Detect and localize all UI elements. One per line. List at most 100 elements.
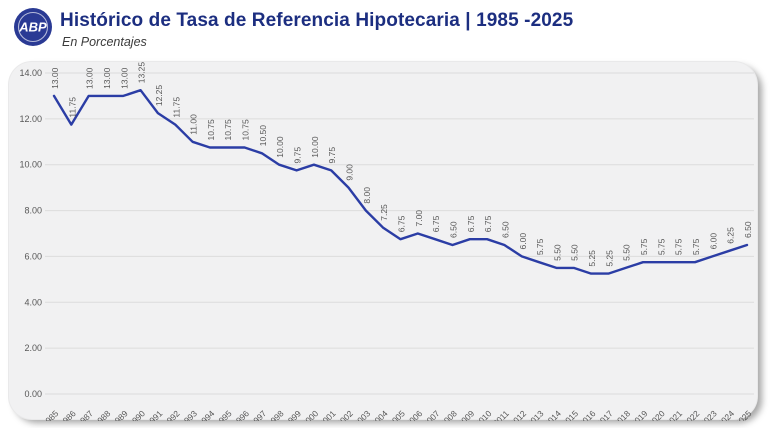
x-tick-label: 1993 — [179, 408, 200, 421]
data-label: 8.00 — [362, 187, 372, 204]
x-tick-label: 2004 — [369, 408, 390, 421]
data-label: 10.00 — [275, 136, 285, 158]
data-label: 5.75 — [639, 238, 649, 255]
x-tick-label: 2017 — [594, 408, 615, 421]
data-label: 10.50 — [258, 125, 268, 147]
x-tick-label: 2015 — [560, 408, 581, 421]
x-tick-label: 2019 — [629, 408, 650, 421]
x-tick-label: 1986 — [57, 408, 78, 421]
x-tick-label: 2003 — [352, 408, 373, 421]
data-label: 10.00 — [310, 136, 320, 158]
x-tick-label: 1987 — [75, 408, 96, 421]
x-tick-label: 2012 — [508, 408, 529, 421]
x-tick-label: 1989 — [109, 408, 130, 421]
x-tick-label: 1991 — [144, 408, 165, 421]
data-label: 13.00 — [102, 67, 112, 89]
data-label: 6.75 — [431, 215, 441, 232]
x-tick-label: 2020 — [646, 408, 667, 421]
data-label: 5.50 — [552, 244, 562, 261]
data-label: 6.25 — [726, 227, 736, 244]
rate-line — [52, 89, 749, 275]
x-tick-label: 1997 — [248, 408, 269, 421]
data-label: 5.25 — [587, 250, 597, 267]
data-label: 7.00 — [414, 210, 424, 227]
page-subtitle: En Porcentajes — [62, 35, 147, 49]
x-tick-label: 2022 — [681, 408, 702, 421]
data-label: 5.50 — [570, 244, 580, 261]
y-tick-label: 8.00 — [24, 206, 42, 216]
data-label: 11.75 — [171, 97, 181, 118]
data-label: 6.75 — [397, 215, 407, 232]
x-tick-label: 1988 — [92, 408, 113, 421]
data-label: 9.00 — [345, 164, 355, 181]
data-label: 5.75 — [656, 238, 666, 255]
data-label: 13.25 — [137, 62, 147, 83]
data-label: 6.75 — [483, 215, 493, 232]
x-tick-label: 1999 — [283, 408, 304, 421]
y-tick-label: 4.00 — [24, 297, 42, 307]
data-label: 6.00 — [518, 233, 528, 250]
x-tick-label: 2010 — [473, 408, 494, 421]
rate-line-chart: 14.00 12.00 10.00 8.00 6.00 4.00 2.00 0.00 13.00… — [19, 62, 754, 421]
x-tick-label: 1992 — [161, 408, 182, 421]
data-label: 13.00 — [50, 67, 60, 89]
x-tick-label: 2002 — [334, 408, 355, 421]
y-tick-label: 12.00 — [19, 114, 42, 124]
data-label: 6.50 — [448, 221, 458, 238]
data-label: 9.75 — [293, 147, 303, 164]
x-tick-label: 2021 — [664, 408, 685, 421]
x-tick-label: 2007 — [421, 408, 442, 421]
x-tick-label: 2005 — [386, 408, 407, 421]
x-tick-label: 2014 — [542, 408, 563, 421]
x-tick-label: 2001 — [317, 408, 338, 421]
y-tick-label: 0.00 — [24, 389, 42, 399]
x-tick-label: 1994 — [196, 408, 217, 421]
data-label: 7.25 — [379, 204, 389, 221]
data-label: 5.75 — [674, 238, 684, 255]
y-tick-label: 2.00 — [24, 343, 42, 353]
x-tick-label: 2023 — [698, 408, 719, 421]
data-label: 6.50 — [500, 221, 510, 238]
data-label: 5.75 — [535, 238, 545, 255]
data-label: 13.00 — [119, 67, 129, 89]
x-tick-label: 2018 — [612, 408, 633, 421]
x-tick-label: 2006 — [404, 408, 425, 421]
data-label: 10.75 — [223, 119, 233, 141]
data-label: 6.50 — [743, 221, 753, 238]
x-tick-label: 2013 — [525, 408, 546, 421]
y-tick-label: 10.00 — [19, 160, 42, 170]
data-label: 13.00 — [85, 67, 95, 89]
x-tick-label: 1985 — [40, 408, 61, 421]
data-label: 6.00 — [708, 233, 718, 250]
data-label: 12.25 — [154, 85, 164, 107]
data-label: 10.75 — [206, 119, 216, 141]
data-label: 11.75 — [67, 97, 77, 118]
data-label: 10.75 — [241, 119, 251, 141]
data-label: 9.75 — [327, 147, 337, 164]
data-label: 11.00 — [189, 114, 199, 135]
logo-circle — [14, 8, 52, 46]
chart-card: 14.00 12.00 10.00 8.00 6.00 4.00 2.00 0.00 13.00… — [8, 61, 758, 421]
x-tick-label: 2024 — [716, 408, 737, 421]
page-title: Histórico de Tasa de Referencia Hipoteca… — [60, 10, 574, 31]
data-label: 5.25 — [604, 250, 614, 267]
header: ABP Histórico de Tasa de Referencia Hipo… — [0, 0, 780, 58]
x-tick-label: 1996 — [231, 408, 252, 421]
x-tick-label: 2016 — [577, 408, 598, 421]
x-tick-label: 2000 — [300, 408, 321, 421]
y-tick-label: 6.00 — [24, 251, 42, 261]
x-tick-label: 1990 — [127, 408, 148, 421]
data-label: 5.75 — [691, 238, 701, 255]
data-label: 6.75 — [466, 215, 476, 232]
x-tick-label: 2011 — [491, 408, 511, 421]
x-tick-label: 2008 — [438, 408, 459, 421]
x-tick-label: 1995 — [213, 408, 234, 421]
y-tick-label: 14.00 — [19, 68, 42, 78]
x-tick-label: 2009 — [456, 408, 477, 421]
data-label: 5.50 — [622, 244, 632, 261]
logo-text: ABP — [18, 20, 47, 35]
x-tick-label: 2025 — [733, 408, 754, 421]
logo-ring — [17, 11, 49, 43]
x-tick-label: 1998 — [265, 408, 286, 421]
